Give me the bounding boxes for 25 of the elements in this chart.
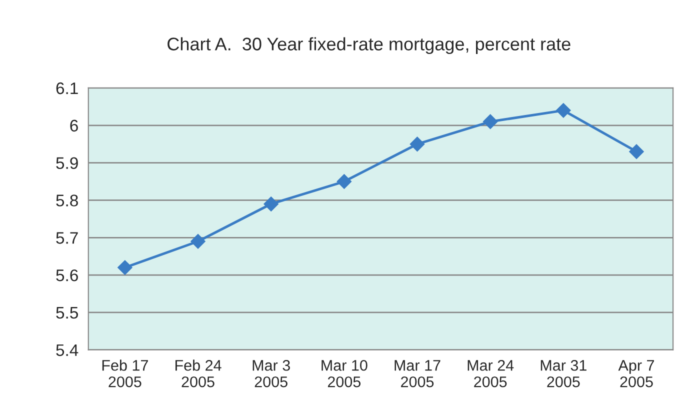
y-tick-label: 5.9 [56, 157, 78, 170]
point [336, 174, 352, 189]
point [190, 234, 206, 249]
x-tick-label: Mar 3 2005 [252, 360, 290, 388]
y-tick-label: 5.8 [56, 194, 78, 206]
x-tick-label: Mar 31 2005 [540, 360, 586, 388]
y-tick-label: 5.6 [56, 269, 78, 282]
x-tick-label: Mar 24 2005 [468, 360, 514, 388]
point [556, 103, 571, 118]
y-tick-label: 6 [70, 120, 78, 132]
x-tick-label: Mar 17 2005 [394, 360, 440, 388]
chart-title: Chart A. 30 Year fixed-rate mortgage, percent rate [168, 37, 570, 54]
x-tick-label: Mar 10 2005 [322, 360, 368, 388]
x-tick-label: Apr 7 2005 [618, 360, 654, 388]
point [410, 136, 425, 152]
y-tick-label: 5.7 [56, 232, 78, 244]
point [264, 196, 278, 212]
x-tick-label: Feb 24 2005 [175, 360, 222, 388]
y-tick-label: 6.1 [56, 82, 78, 94]
point [629, 144, 644, 159]
point [118, 260, 132, 275]
y-tick-label: 5.5 [56, 307, 78, 319]
y-tick-label: 5.4 [56, 344, 78, 356]
point [482, 114, 498, 130]
x-tick-label: Feb 17 2005 [102, 360, 148, 388]
